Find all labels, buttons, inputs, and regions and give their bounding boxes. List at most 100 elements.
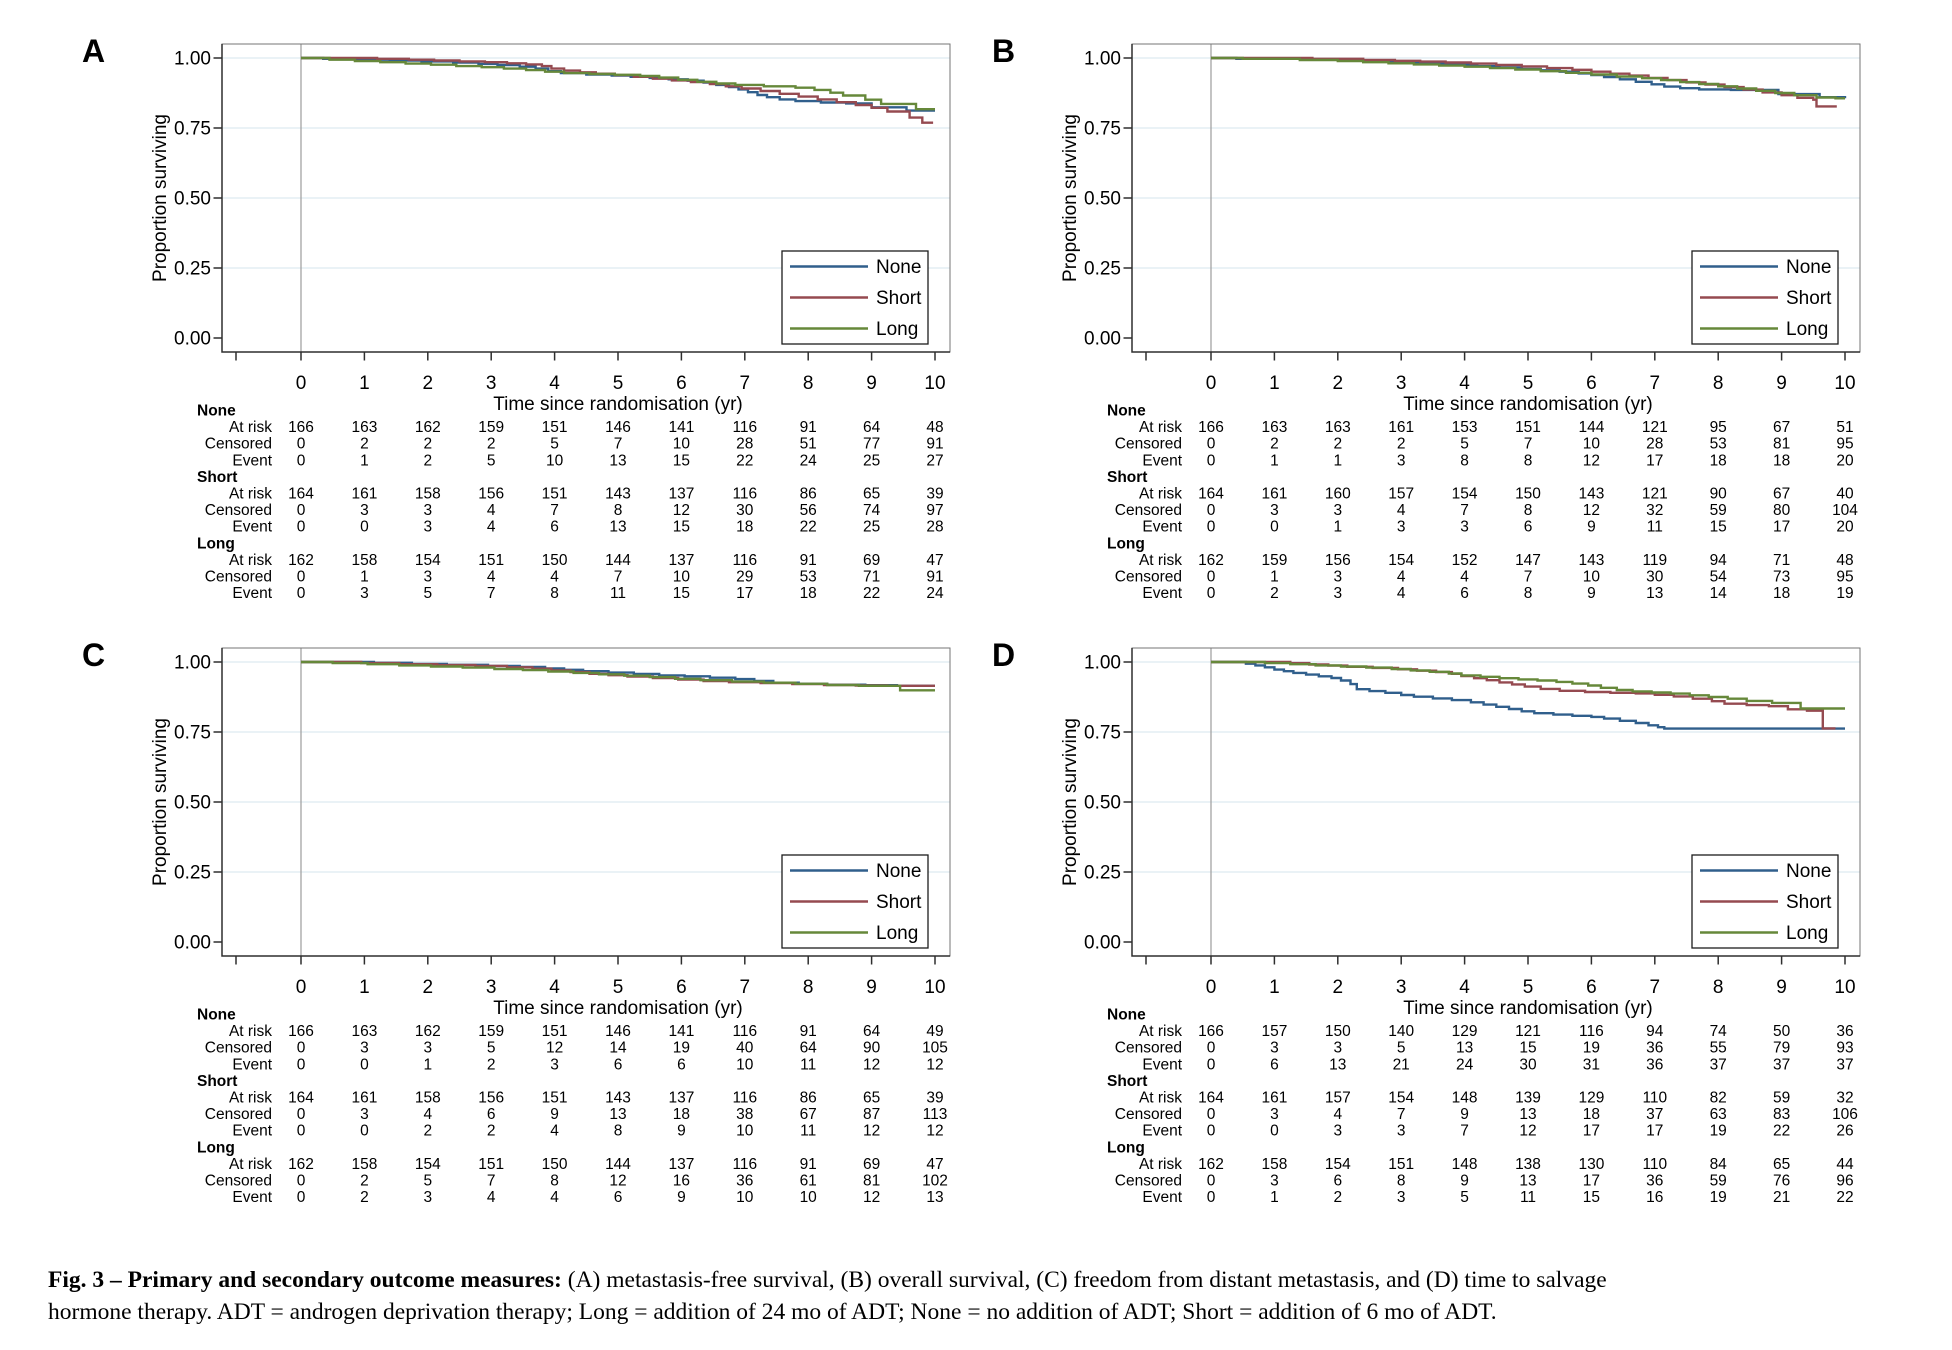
risk-value: 12 [1583,452,1600,469]
risk-value: 4 [550,569,559,586]
risk-value: 9 [1587,519,1596,536]
y-tick-label: 0.00 [1084,329,1121,350]
legend-label-none: None [1786,257,1831,278]
risk-value: 11 [1520,1189,1536,1206]
x-tick-label: 2 [423,977,434,998]
risk-value: 8 [1524,585,1533,602]
risk-row-label: Event [1142,452,1182,469]
survival-curves [1211,56,1847,108]
risk-value: 10 [1583,436,1601,453]
risk-value: 8 [1524,502,1533,519]
risk-value: 141 [668,419,694,436]
risk-value: 13 [1329,1056,1346,1073]
risk-value: 152 [1452,552,1478,569]
axis-ticks [213,57,936,361]
risk-value: 3 [360,1040,369,1057]
risk-value: 84 [1710,1156,1728,1173]
risk-value: 67 [800,1106,817,1123]
risk-value: 162 [288,552,314,569]
risk-value: 15 [673,519,690,536]
x-tick-label: 6 [1586,977,1597,998]
risk-value: 3 [1397,519,1406,536]
y-tick-label: 0.75 [1084,119,1121,140]
risk-value: 13 [609,519,626,536]
risk-value: 76 [1773,1173,1790,1190]
risk-value: 94 [1710,552,1728,569]
panel-letter: D [992,637,1015,673]
x-tick-label: 10 [1834,977,1855,998]
risk-value: 2 [360,436,369,453]
risk-row-label: Event [232,452,272,469]
risk-value: 3 [1270,1173,1279,1190]
x-tick-label: 0 [1206,977,1217,998]
risk-row-label: Censored [1115,1106,1182,1123]
risk-value: 116 [732,419,757,436]
x-tick-label: 5 [1523,977,1534,998]
risk-value: 95 [1836,436,1853,453]
risk-value: 90 [863,1040,881,1057]
risk-value: 21 [1393,1056,1410,1073]
x-tick-label: 10 [1834,373,1855,394]
survival-curves [301,56,935,124]
axis-labels: 1.00 0.75 0.50 0.25 0.00 0 1 2 3 4 5 6 7 8 9 10 Time sin… [1060,49,1856,416]
risk-value: 10 [800,1189,818,1206]
axis-labels: 1.00 0.75 0.50 0.25 0.00 0 1 2 3 4 5 6 7 8 9 10 Time sin… [150,49,946,416]
legend-label-long: Long [876,319,918,340]
risk-value: 2 [360,1189,369,1206]
legend: None Short Long [1691,854,1839,949]
risk-value: 4 [550,1189,559,1206]
risk-value: 129 [1452,1023,1478,1040]
risk-value: 162 [415,1023,441,1040]
risk-row-label: At risk [229,419,272,436]
risk-value: 74 [863,502,881,519]
x-tick-label: 3 [1396,373,1407,394]
risk-value: 10 [1583,569,1601,586]
x-tick-label: 3 [486,977,497,998]
risk-row-label: Censored [1115,569,1182,586]
risk-value: 36 [736,1173,753,1190]
survival-curve-none [1211,56,1847,99]
x-tick-label: 7 [740,977,751,998]
risk-value: 148 [1452,1156,1478,1173]
risk-value: 164 [288,1090,314,1107]
risk-value: 137 [668,1156,694,1173]
risk-value: 1 [1333,519,1342,536]
risk-value: 63 [1710,1106,1727,1123]
risk-value: 4 [487,569,496,586]
risk-value: 3 [423,1040,432,1057]
risk-value: 40 [1836,486,1854,503]
risk-value: 22 [863,585,880,602]
survival-curve-short [301,56,934,124]
risk-group-label: Short [1107,1073,1147,1090]
risk-value: 7 [1460,502,1469,519]
gridlines [222,661,950,873]
risk-value: 16 [1646,1189,1663,1206]
risk-row-label: Event [232,519,272,536]
risk-value: 2 [360,1173,369,1190]
risk-value: 8 [1397,1173,1406,1190]
y-tick-label: 0.50 [174,793,211,814]
risk-value: 16 [673,1173,690,1190]
risk-value: 11 [1647,519,1663,536]
risk-value: 69 [863,552,880,569]
risk-value: 5 [550,436,559,453]
risk-row-label: At risk [1139,1156,1182,1173]
risk-value: 0 [360,1123,369,1140]
risk-value: 97 [926,502,943,519]
risk-value: 5 [487,1040,496,1057]
risk-value: 1 [360,569,369,586]
legend-label-none: None [1786,861,1831,882]
risk-value: 81 [1773,436,1790,453]
x-axis-title: Time since randomisation (yr) [1403,394,1653,415]
risk-value: 156 [478,486,504,503]
risk-value: 17 [1646,1123,1663,1140]
risk-value: 22 [736,452,753,469]
risk-value: 6 [487,1106,496,1123]
risk-value: 90 [1710,486,1728,503]
risk-value: 161 [351,1090,377,1107]
risk-value: 0 [1270,1123,1279,1140]
y-tick-label: 1.00 [1084,49,1121,70]
risk-value: 0 [297,1040,306,1057]
